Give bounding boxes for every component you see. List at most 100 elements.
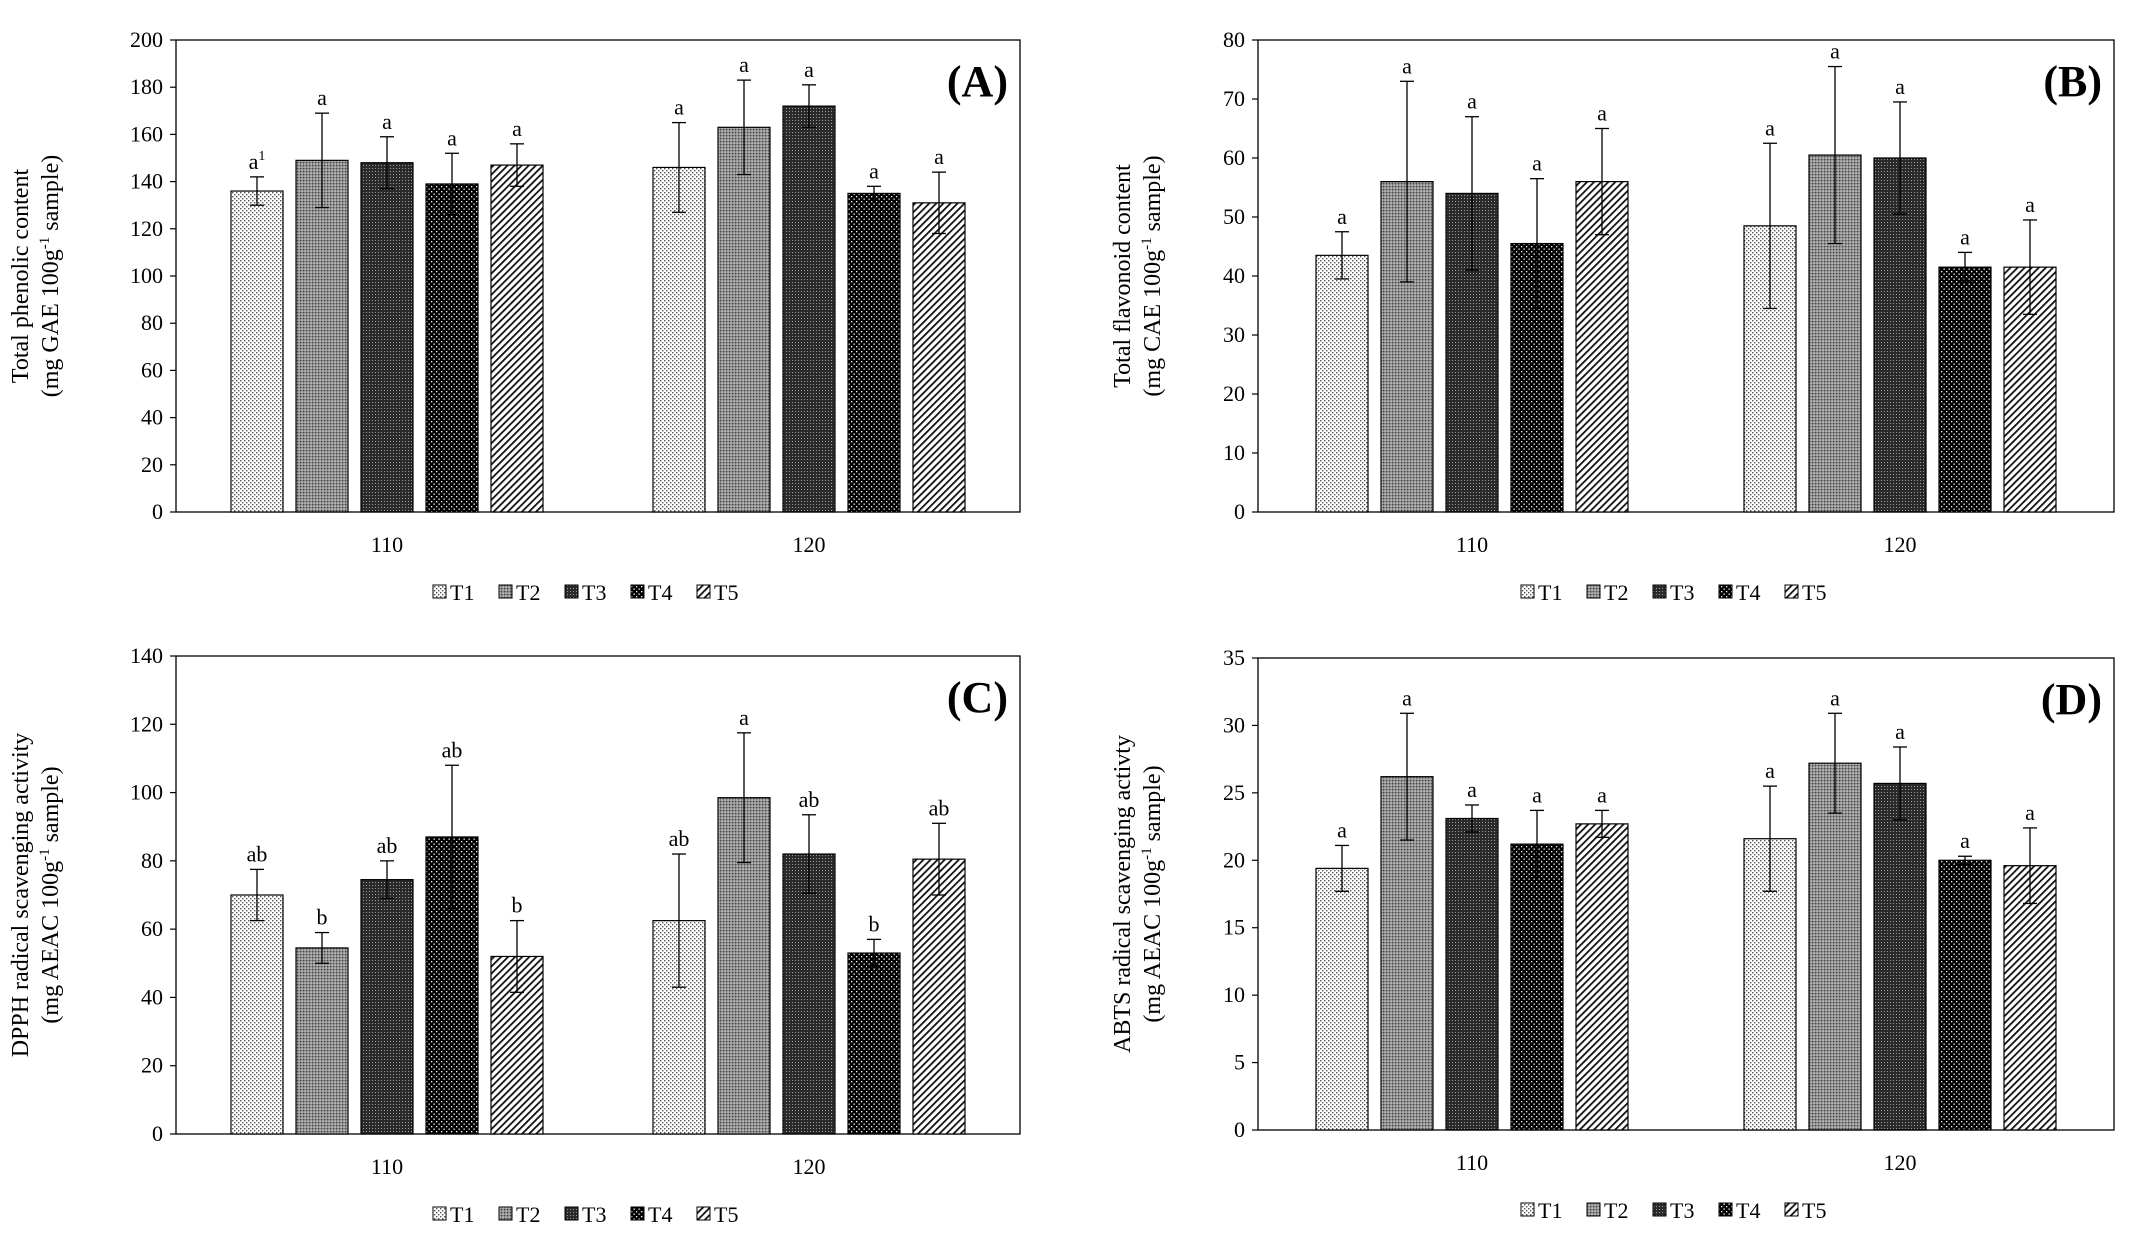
legend: T1 T2 T3 T4 T5 (432, 1202, 738, 1227)
y-axis-label-line1: Total flavonoid content (1110, 164, 1136, 388)
legend-label-T1: T1 (450, 1202, 474, 1227)
bar-T2-110 (295, 159, 349, 513)
y-axis-label-line1: ABTS radical scavenging activty (1110, 735, 1136, 1053)
legend-swatch-T3 (1652, 1202, 1667, 1217)
bar-T3-110 (360, 879, 414, 1135)
significance-letter: a (512, 116, 522, 141)
legend-label-T5: T5 (1802, 580, 1826, 605)
bar-T4-120 (1938, 859, 1992, 1131)
x-tick-label: 120 (1884, 1150, 1917, 1175)
panel-label: (B) (2043, 57, 2102, 106)
x-tick-label: 110 (371, 532, 403, 557)
y-tick-label: 200 (130, 27, 163, 52)
bar-T4-110 (1510, 843, 1564, 1131)
y-tick-label: 80 (141, 848, 163, 873)
significance-footnote: 1 (258, 149, 265, 164)
x-tick-label: 120 (793, 1154, 826, 1179)
legend-label-T3: T3 (1670, 580, 1694, 605)
y-tick-label: 50 (1223, 204, 1245, 229)
significance-letter: a (1337, 817, 1347, 842)
significance-letter: a (1467, 89, 1477, 114)
y-tick-label: 180 (130, 74, 163, 99)
legend-swatch-T2 (1586, 584, 1601, 599)
y-axis-label-tail: sample) (1140, 765, 1166, 847)
y-axis-label-tail: sample) (38, 766, 64, 848)
y-tick-label: 0 (1234, 1117, 1245, 1142)
bar-T3-110 (360, 162, 414, 513)
significance-letter: ab (669, 826, 690, 851)
bar-T1-110 (1315, 867, 1369, 1131)
significance-letter: a (739, 52, 749, 77)
y-tick-label: 40 (1223, 263, 1245, 288)
legend-swatch-T4 (630, 584, 645, 599)
significance-letter: a (739, 705, 749, 730)
legend-label-T4: T4 (1736, 580, 1760, 605)
legend-swatch-T1 (1520, 1202, 1535, 1217)
legend-swatch-T1 (432, 584, 447, 599)
y-tick-label: 20 (141, 452, 163, 477)
legend-label-T2: T2 (516, 580, 540, 605)
y-tick-label: 120 (130, 216, 163, 241)
bar-T1-110 (230, 894, 284, 1135)
significance-letter: a (1830, 39, 1840, 64)
bar-T4-120 (847, 192, 901, 513)
bar-T2-110 (295, 947, 349, 1135)
y-tick-label: 20 (141, 1053, 163, 1078)
legend: T1 T2 T3 T4 T5 (432, 580, 738, 605)
legend-label-T2: T2 (1604, 580, 1628, 605)
y-axis-label-line2: (mg AEAC 100g (1140, 860, 1166, 1023)
significance-letter: ab (442, 737, 463, 762)
y-tick-label: 80 (141, 310, 163, 335)
y-tick-label: 10 (1223, 982, 1245, 1007)
legend-label-T3: T3 (582, 1202, 606, 1227)
plot-area (1257, 657, 2115, 1131)
significance-letter: a (674, 95, 684, 120)
significance-letter: a (2025, 192, 2035, 217)
y-tick-label: 100 (130, 263, 163, 288)
legend-label-T5: T5 (714, 1202, 738, 1227)
bar-T1-110 (1315, 254, 1369, 513)
y-tick-label: 20 (1223, 847, 1245, 872)
bar-T1-110 (230, 190, 284, 513)
y-tick-label: 0 (1234, 499, 1245, 524)
significance-letter: a (447, 125, 457, 150)
significance-letter: a (1765, 115, 1775, 140)
y-axis-label: Total phenolic content (mg GAE 100g-1 sam… (8, 155, 64, 397)
significance-letter: b (317, 905, 328, 930)
y-axis-label-tail: sample) (1140, 155, 1166, 237)
legend-label-T1: T1 (1538, 580, 1562, 605)
y-tick-label: 30 (1223, 322, 1245, 347)
legend-label-T3: T3 (1670, 1198, 1694, 1223)
significance-letter: a (869, 158, 879, 183)
legend-label-T2: T2 (516, 1202, 540, 1227)
bar-T5-110 (1575, 181, 1629, 513)
y-axis-label-line2: (mg CAE 100g (1140, 250, 1166, 397)
y-tick-label: 160 (130, 121, 163, 146)
y-tick-label: 60 (141, 916, 163, 941)
legend-swatch-T5 (696, 1206, 711, 1221)
significance-letter: a (1532, 782, 1542, 807)
y-tick-label: 100 (130, 780, 163, 805)
legend-swatch-T4 (1718, 1202, 1733, 1217)
legend-swatch-T1 (432, 1206, 447, 1221)
legend-swatch-T1 (1520, 584, 1535, 599)
legend-swatch-T2 (498, 1206, 513, 1221)
bar-T4-120 (847, 952, 901, 1135)
panel-label: (D) (2041, 675, 2102, 724)
legend-swatch-T3 (1652, 584, 1667, 599)
bar-T3-120 (1873, 782, 1927, 1131)
significance-letter: b (512, 893, 523, 918)
x-tick-label: 110 (1456, 532, 1488, 557)
y-axis-label-line2: (mg AEAC 100g (38, 861, 64, 1024)
bar-T5-120 (2003, 266, 2057, 513)
y-tick-label: 120 (130, 711, 163, 736)
significance-letter: a (317, 85, 327, 110)
legend-swatch-T3 (564, 1206, 579, 1221)
significance-letter: a (1895, 74, 1905, 99)
bar-T5-120 (912, 202, 966, 513)
legend-swatch-T2 (498, 584, 513, 599)
chart-panel-1: 0 20 40 60 80 100 120 140 160 180 200 Total phenoli… (8, 27, 1021, 605)
x-tick-label: 110 (371, 1154, 403, 1179)
y-axis-label-tail: sample) (38, 155, 64, 237)
